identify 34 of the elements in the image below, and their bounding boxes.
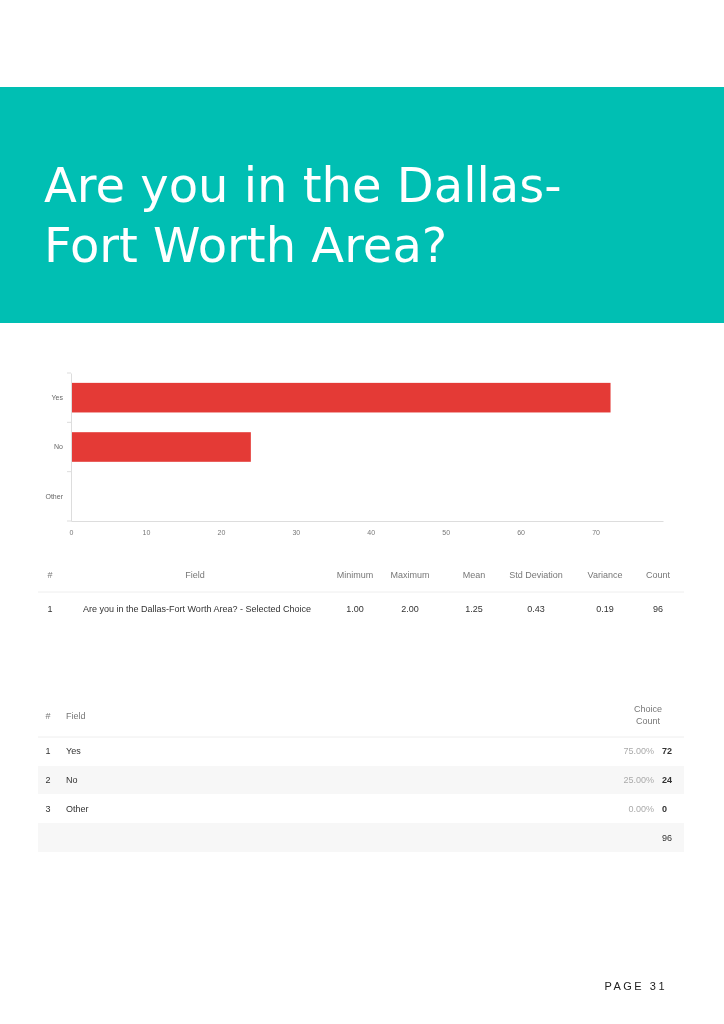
- text: 0.19: [596, 604, 614, 614]
- text: Field: [66, 711, 86, 721]
- text: Count: [645, 570, 671, 580]
- text: 24: [662, 775, 673, 785]
- text: 1.25: [465, 604, 483, 614]
- text: Maximum: [390, 570, 430, 580]
- text: 75.00%: [623, 746, 654, 756]
- text: Std Deviation: [509, 570, 563, 580]
- text: 1: [45, 746, 51, 756]
- text: 96: [662, 833, 673, 843]
- text: #: [45, 711, 51, 721]
- text: #: [47, 570, 53, 580]
- category-label: Yes: [66, 746, 81, 756]
- text: Field: [185, 570, 205, 580]
- text: 0.00%: [628, 804, 654, 814]
- text: 96: [652, 604, 664, 614]
- text: PAGE 31: [604, 980, 667, 992]
- text: Mean: [462, 570, 486, 580]
- text: 2: [45, 775, 51, 785]
- text: 1: [47, 604, 53, 614]
- text: 0.43: [527, 604, 545, 614]
- category-label: Other: [66, 804, 89, 814]
- category-label: No: [66, 775, 78, 785]
- chart-title: Are you in the Dallas-Fort Worth Area?: [44, 156, 563, 275]
- text: 72: [662, 746, 673, 756]
- text: 2.00: [401, 604, 419, 614]
- text: 3: [45, 804, 51, 814]
- text: Choice Count: [633, 704, 663, 726]
- text: Variance: [587, 570, 623, 580]
- text: 25.00%: [623, 775, 654, 785]
- text: Are you in the Dallas-Fort Worth Area? - Selected Choice: [83, 604, 311, 614]
- text: 1.00: [346, 604, 364, 614]
- text: 0: [662, 804, 668, 814]
- text: Minimum: [336, 570, 374, 580]
